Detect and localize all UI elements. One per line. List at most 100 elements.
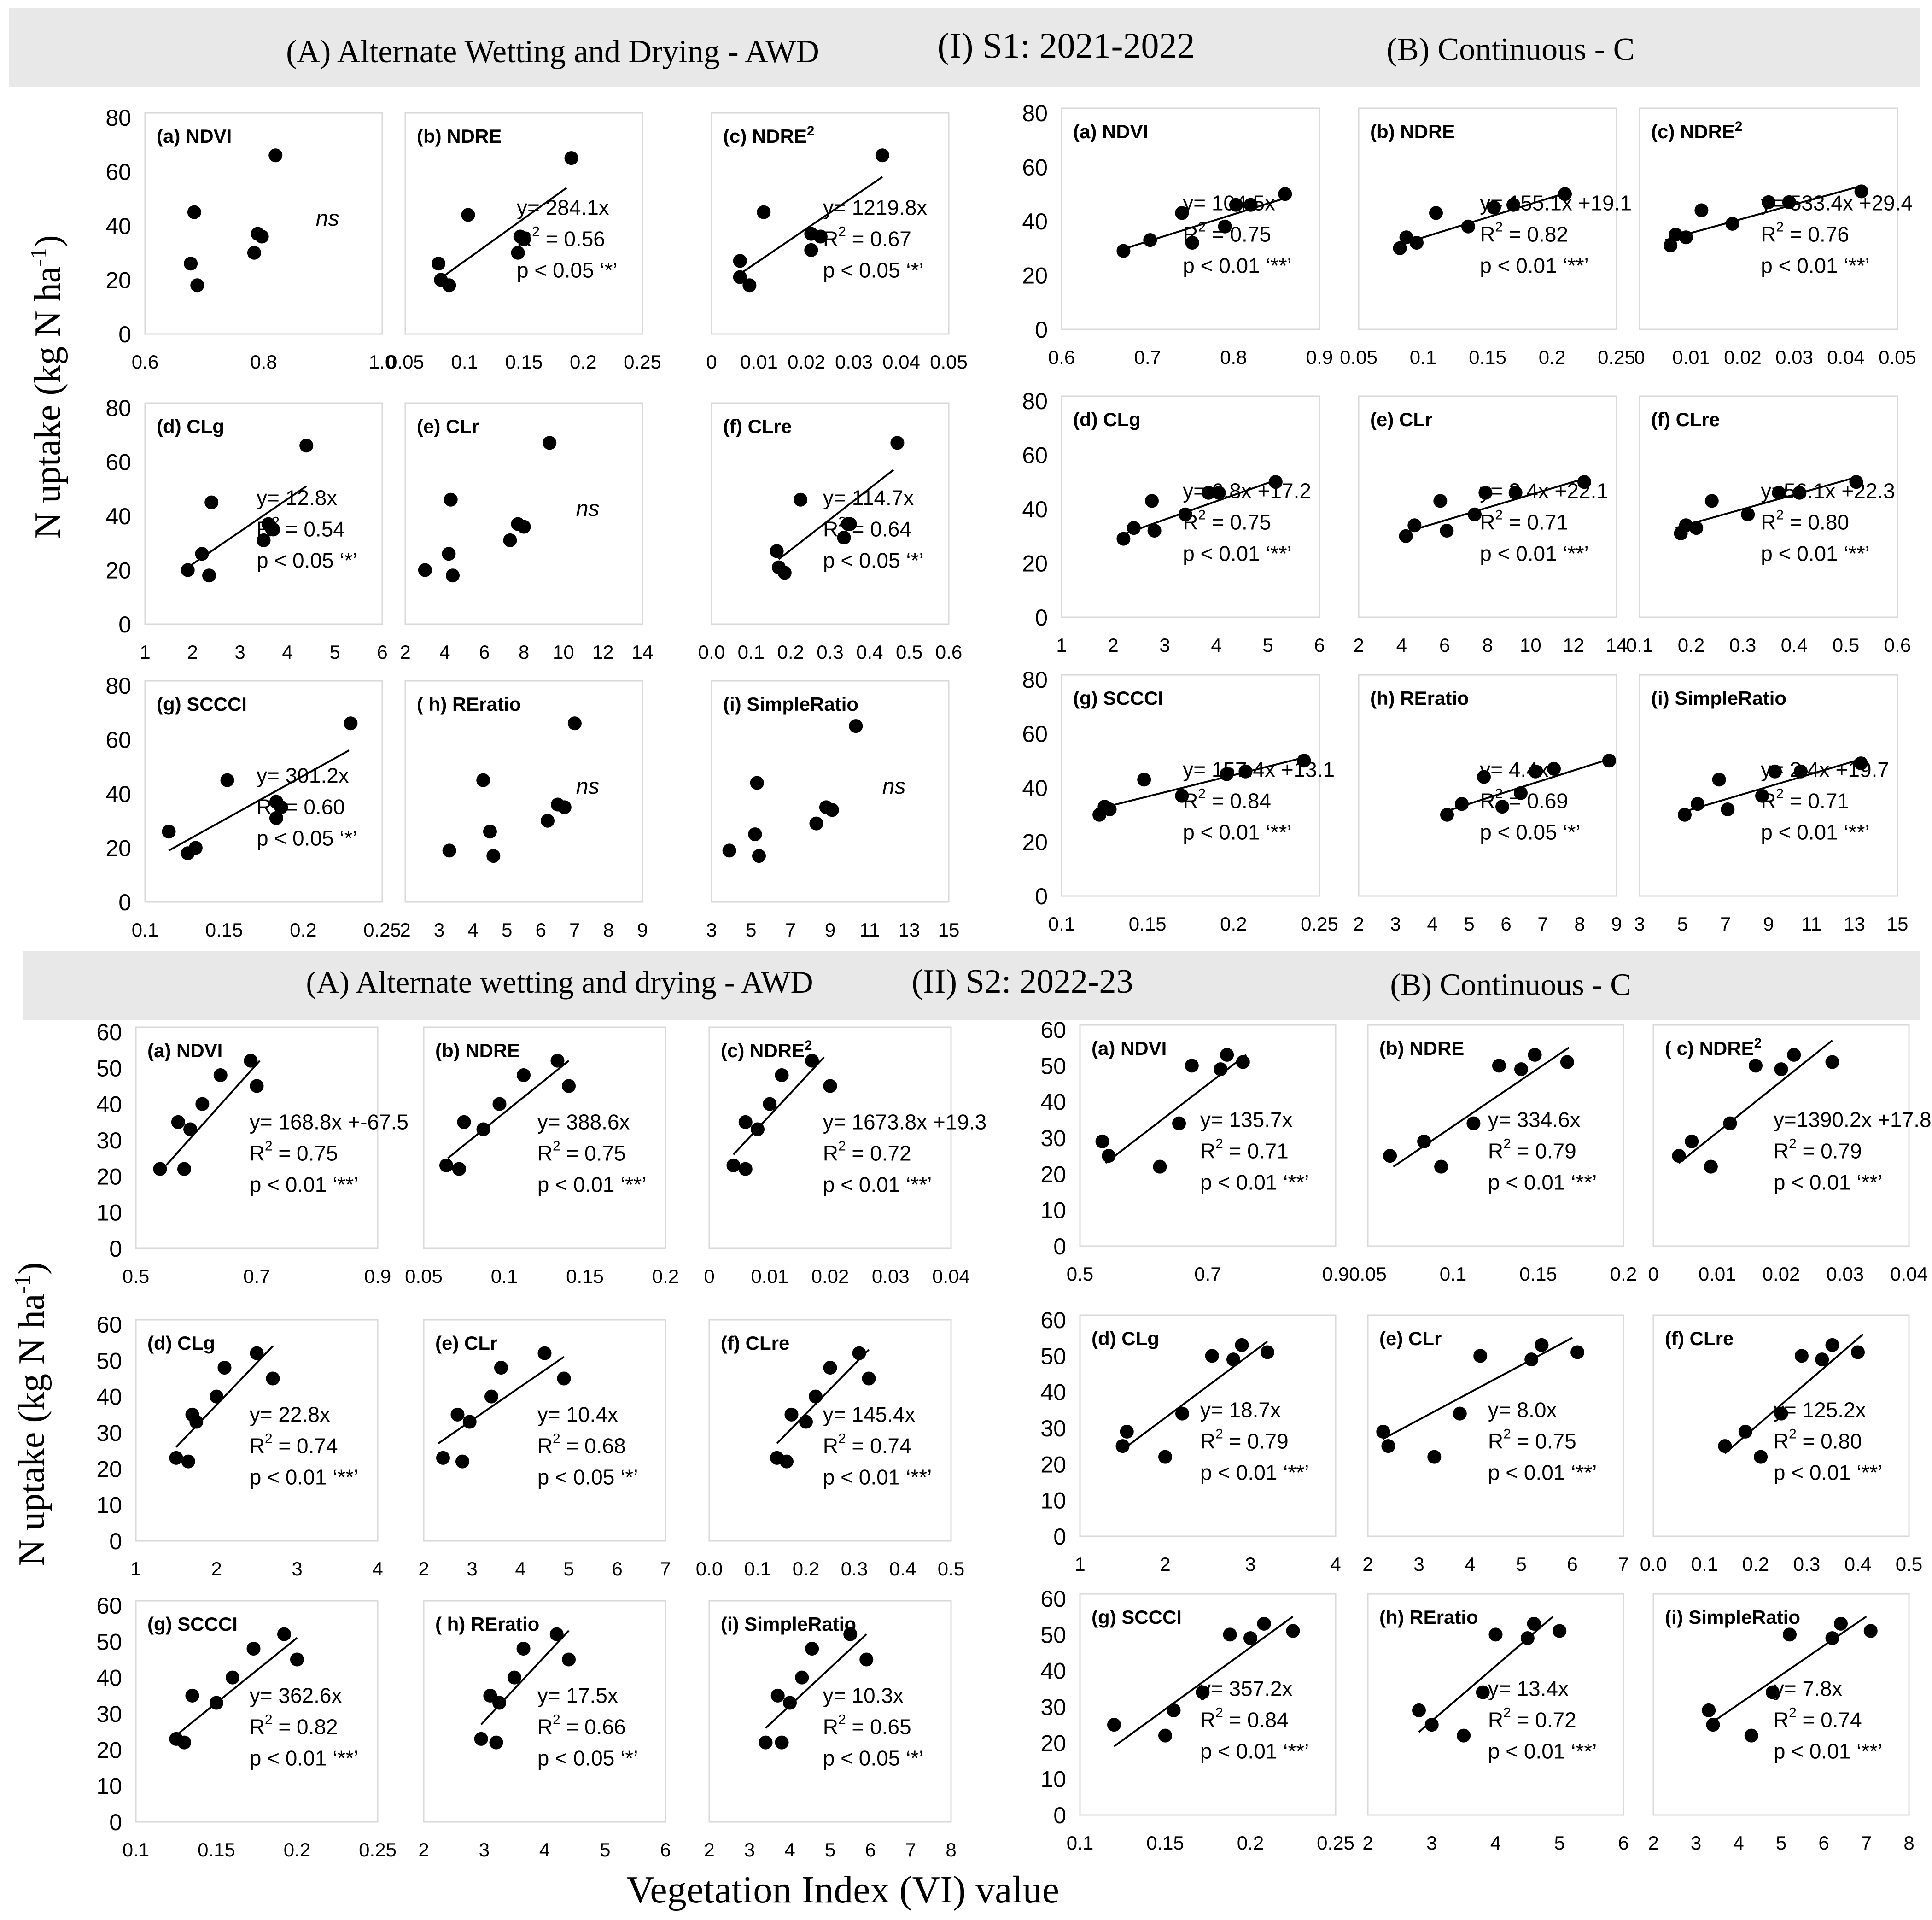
data-point (1492, 1059, 1506, 1073)
fit-line (1401, 478, 1582, 534)
data-point (1158, 1728, 1172, 1743)
data-point (1220, 1048, 1234, 1062)
x-tick-label: 0.5 (1896, 1553, 1922, 1575)
data-point (1236, 1055, 1250, 1069)
panel-title: (c) NDRE2 (721, 1038, 812, 1061)
x-tick-label: 1 (1056, 634, 1067, 656)
x-tick-label: 3 (292, 1558, 302, 1580)
x-tick-label: 0.04 (882, 351, 920, 373)
y-tick-label: 20 (1022, 551, 1048, 577)
chart-panel-s1a_b: 0.05 0.1 0.15 0.2 0.25 (b) NDRE y= 284.1x R2 = … (386, 112, 661, 373)
annotation: y= 284.1x (517, 196, 609, 220)
data-point (862, 1371, 876, 1386)
annotation: p < 0.01 ‘**’ (1480, 542, 1589, 566)
y-tick-label: 80 (105, 395, 131, 421)
panel-title: (d) CLg (157, 416, 224, 437)
x-tick-label: 3 (744, 1839, 755, 1861)
panel-title: (f) CLre (721, 1332, 789, 1354)
panel-title: (a) NDVI (1073, 121, 1148, 142)
annotation: y= 4.4x (1480, 758, 1549, 782)
panel-frame (1367, 1024, 1624, 1247)
x-tick-label: 0.1 (123, 1839, 149, 1861)
annotation: R2 = 0.69 (1480, 786, 1568, 813)
x-tick-label: 2 (1108, 634, 1118, 656)
data-point (843, 517, 857, 531)
x-tick-label: 5 (1776, 1832, 1786, 1854)
data-point (188, 841, 203, 855)
chart-panel-s1a_h: 2 3 4 5 6 7 8 9 ( h) REratio ns (400, 680, 648, 941)
fit-line (175, 1637, 298, 1736)
y-tick-label: 40 (96, 1384, 122, 1410)
data-point (823, 1361, 837, 1375)
annotation: ns (576, 497, 600, 521)
data-point (1167, 1703, 1181, 1717)
x-tick-label: 5 (825, 1839, 835, 1861)
data-point (1407, 518, 1422, 533)
fit-line (1708, 1616, 1867, 1726)
data-point (1153, 1159, 1167, 1174)
annotation: R2 = 0.71 (1200, 1136, 1289, 1163)
data-point (1529, 764, 1542, 779)
x-tick-label: 7 (785, 919, 796, 941)
data-point (250, 1079, 264, 1093)
x-tick-label: 0.4 (1844, 1553, 1871, 1575)
x-tick-label: 0.02 (1763, 1263, 1800, 1285)
annotation: y= 7.8x (1774, 1677, 1843, 1701)
annotation: p < 0.01 ‘**’ (250, 1173, 359, 1197)
x-tick-label: 0.15 (505, 351, 543, 373)
data-point (1755, 789, 1769, 803)
data-point (457, 1115, 471, 1129)
data-point (1738, 1424, 1752, 1439)
x-tick-label: 0.5 (938, 1558, 964, 1580)
y-tick-label: 40 (96, 1665, 122, 1691)
x-tick-label: 3 (1390, 913, 1401, 935)
data-point (549, 1627, 564, 1641)
data-point (1488, 1627, 1503, 1642)
data-point (190, 278, 204, 293)
data-point (809, 816, 823, 831)
x-tick-label: 9 (1611, 913, 1622, 935)
data-point (446, 568, 460, 583)
y-tick-label: 0 (109, 1809, 122, 1835)
fit-line (776, 1349, 870, 1444)
data-point (562, 1652, 576, 1667)
annotation: ns (882, 774, 906, 799)
x-tick-label: 3 (467, 1558, 477, 1580)
data-point (1477, 770, 1491, 784)
x-tick-label: 0.2 (777, 641, 804, 663)
data-point (1116, 244, 1131, 258)
annotation: y= 2.4x +19.7 (1761, 758, 1889, 782)
data-point (1175, 206, 1189, 220)
data-point (1741, 507, 1755, 521)
chart-panel-s2a_a: 0 10 20 30 40 50 60 0.5 0.7 0.9 (a) NDVI y= 168.8x … (96, 1019, 409, 1287)
annotation: R2 = 0.84 (1183, 786, 1271, 813)
annotation: y= 388.6x (537, 1110, 630, 1134)
annotation: y=1390.2x +17.8 (1774, 1108, 1932, 1132)
data-point (1487, 200, 1501, 215)
data-point (1704, 1159, 1718, 1174)
data-point (1115, 1439, 1130, 1453)
data-point (1478, 486, 1493, 500)
data-point (1725, 217, 1739, 231)
y-tick-label: 60 (105, 727, 131, 753)
section-2-title: (II) S2: 2022-23 (912, 963, 1133, 1001)
panel-title: (h) REratio (1379, 1606, 1478, 1628)
data-point (189, 1415, 204, 1429)
x-tick-label: 0.15 (205, 919, 243, 941)
annotation: p < 0.05 ‘*’ (517, 258, 618, 282)
data-point (752, 849, 766, 863)
panel-title: ( h) REratio (435, 1613, 539, 1635)
data-point (1685, 1134, 1699, 1148)
data-point (742, 278, 757, 293)
x-tick-label: 3 (1159, 634, 1170, 656)
panel-title: (g) SCCCI (157, 693, 247, 715)
data-point (1427, 1450, 1442, 1464)
y-tick-label: 10 (96, 1774, 122, 1799)
y-tick-label: 30 (96, 1128, 122, 1153)
x-tick-label: 0.8 (250, 351, 277, 373)
annotation: y= 135.7x (1200, 1108, 1293, 1132)
y-tick-label: 80 (1022, 100, 1048, 126)
x-axis-title: Vegetation Index (VI) value (626, 1868, 1059, 1911)
data-point (1410, 236, 1424, 250)
data-point (1792, 486, 1807, 500)
